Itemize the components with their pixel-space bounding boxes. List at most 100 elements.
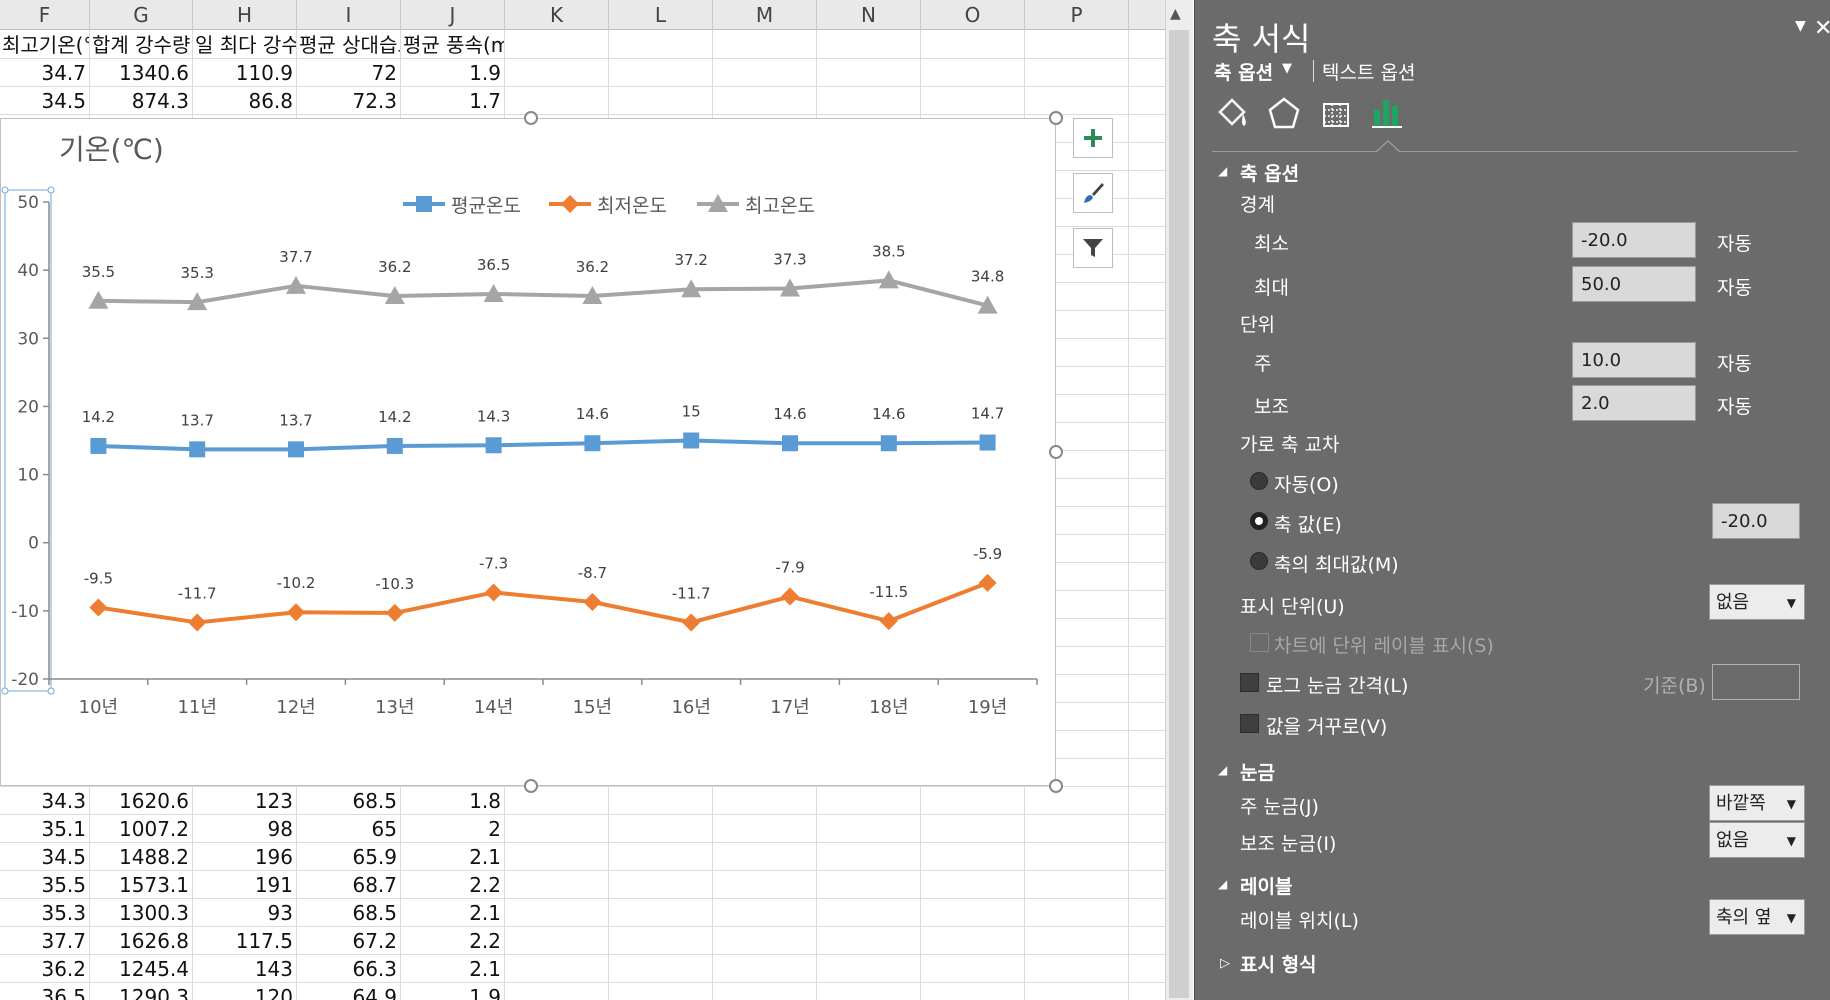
section-number[interactable]: 표시 형식 bbox=[1240, 954, 1317, 976]
crosses-auto-label[interactable]: 자동(O) bbox=[1274, 474, 1339, 496]
chart-resize-handle-top-right[interactable] bbox=[1049, 111, 1063, 125]
column-header-o[interactable]: O bbox=[921, 0, 1025, 30]
labels-collapse-icon[interactable]: ◢ bbox=[1218, 877, 1228, 891]
table-cell[interactable]: 2.1 bbox=[469, 845, 501, 869]
table-cell[interactable]: 1245.4 bbox=[119, 957, 189, 981]
tab-axis-options[interactable]: 축 옵션 bbox=[1214, 62, 1274, 84]
column-header-p[interactable]: P bbox=[1025, 0, 1129, 30]
table-cell[interactable]: 191 bbox=[254, 873, 293, 897]
minor-tick-select[interactable]: 없음 ▼ bbox=[1709, 822, 1805, 858]
table-cell[interactable]: 86.8 bbox=[248, 89, 293, 113]
reverse-order-label[interactable]: 값을 거꾸로(V) bbox=[1266, 716, 1388, 738]
table-cell[interactable]: 196 bbox=[254, 845, 293, 869]
table-cell[interactable]: 1573.1 bbox=[119, 873, 189, 897]
axis-options-icon[interactable] bbox=[1370, 94, 1406, 130]
table-cell[interactable]: 2.2 bbox=[469, 929, 501, 953]
section-labels[interactable]: 레이블 bbox=[1240, 876, 1293, 898]
display-units-select[interactable]: 없음 ▼ bbox=[1709, 584, 1805, 620]
table-cell[interactable]: 68.5 bbox=[352, 901, 397, 925]
crosses-max-radio[interactable] bbox=[1250, 552, 1268, 570]
maximum-input[interactable]: 50.0 bbox=[1572, 266, 1696, 302]
table-cell[interactable]: 36.2 bbox=[41, 957, 86, 981]
effects-icon[interactable] bbox=[1266, 96, 1302, 132]
cell-header-wind[interactable]: 평균 풍속(m/s) bbox=[403, 33, 505, 57]
major-unit-auto-button[interactable]: 자동 bbox=[1717, 353, 1752, 375]
table-cell[interactable]: 35.3 bbox=[41, 901, 86, 925]
column-header-g[interactable]: G bbox=[90, 0, 193, 30]
column-header-h[interactable]: H bbox=[193, 0, 297, 30]
reverse-order-checkbox[interactable] bbox=[1240, 714, 1259, 733]
table-cell[interactable]: 1290.3 bbox=[119, 985, 189, 1000]
table-cell[interactable]: 65 bbox=[371, 817, 397, 841]
cell-header-precip[interactable]: 합계 강수량 bbox=[92, 33, 191, 57]
maximum-auto-button[interactable]: 자동 bbox=[1717, 277, 1752, 299]
table-cell[interactable]: 1620.6 bbox=[119, 789, 189, 813]
chart-elements-button[interactable] bbox=[1073, 118, 1113, 158]
column-header-n[interactable]: N bbox=[817, 0, 921, 30]
axis-options-collapse-icon[interactable]: ◢ bbox=[1218, 164, 1228, 178]
table-cell[interactable]: 37.7 bbox=[41, 929, 86, 953]
table-cell[interactable]: 66.3 bbox=[352, 957, 397, 981]
table-cell[interactable]: 35.1 bbox=[41, 817, 86, 841]
minimum-auto-button[interactable]: 자동 bbox=[1717, 233, 1752, 255]
table-cell[interactable]: 34.5 bbox=[41, 845, 86, 869]
chart-filters-button[interactable] bbox=[1073, 228, 1113, 268]
table-cell[interactable]: 1.9 bbox=[469, 985, 501, 1000]
scrollbar-thumb[interactable] bbox=[1169, 30, 1189, 998]
line-chart[interactable]: 기온(℃) 50 40 30 20 10 0 -10 -20 10년 11년 12년 13년 14년 15년… bbox=[0, 118, 1056, 786]
minor-unit-auto-button[interactable]: 자동 bbox=[1717, 396, 1752, 418]
show-units-label-checkbox[interactable] bbox=[1250, 633, 1269, 652]
table-cell[interactable]: 143 bbox=[254, 957, 293, 981]
column-header-i[interactable]: I bbox=[297, 0, 401, 30]
tick-marks-collapse-icon[interactable]: ◢ bbox=[1218, 763, 1228, 777]
table-cell[interactable]: 1300.3 bbox=[119, 901, 189, 925]
column-header-j[interactable]: J bbox=[401, 0, 505, 30]
table-cell[interactable]: 874.3 bbox=[131, 89, 189, 113]
table-cell[interactable]: 64.9 bbox=[352, 985, 397, 1000]
table-cell[interactable]: 72.3 bbox=[352, 89, 397, 113]
fill-line-icon[interactable] bbox=[1214, 96, 1250, 132]
pane-options-chevron-icon[interactable]: ▼ bbox=[1795, 18, 1806, 34]
chart-resize-handle-top[interactable] bbox=[524, 111, 538, 125]
table-cell[interactable]: 2.2 bbox=[469, 873, 501, 897]
major-tick-select[interactable]: 바깥쪽 ▼ bbox=[1709, 785, 1805, 821]
chart-resize-handle-right[interactable] bbox=[1049, 445, 1063, 459]
crosses-auto-radio[interactable] bbox=[1250, 472, 1268, 490]
cell-header-humidity[interactable]: 평균 상대습도 bbox=[299, 33, 401, 57]
minimum-input[interactable]: -20.0 bbox=[1572, 222, 1696, 258]
chart-styles-button[interactable] bbox=[1073, 173, 1113, 213]
table-cell[interactable]: 1.7 bbox=[469, 89, 501, 113]
crosses-max-label[interactable]: 축의 최대값(M) bbox=[1274, 554, 1399, 576]
crosses-axis-value-label[interactable]: 축 값(E) bbox=[1274, 514, 1342, 536]
close-icon[interactable]: ✕ bbox=[1814, 16, 1830, 41]
table-cell[interactable]: 120 bbox=[254, 985, 293, 1000]
column-header-f[interactable]: F bbox=[0, 0, 90, 30]
label-position-select[interactable]: 축의 옆 ▼ bbox=[1709, 899, 1805, 935]
crosses-axis-value-input[interactable]: -20.0 bbox=[1712, 503, 1800, 539]
minor-unit-input[interactable]: 2.0 bbox=[1572, 385, 1696, 421]
size-properties-icon[interactable] bbox=[1318, 96, 1354, 132]
table-cell[interactable]: 72 bbox=[371, 61, 397, 85]
table-cell[interactable]: 123 bbox=[254, 789, 293, 813]
section-tick-marks[interactable]: 눈금 bbox=[1240, 762, 1275, 784]
table-cell[interactable]: 93 bbox=[267, 901, 293, 925]
tab-axis-options-dropdown-icon[interactable]: ▼ bbox=[1282, 61, 1292, 76]
chart-resize-handle-bottom-right[interactable] bbox=[1049, 779, 1063, 793]
table-cell[interactable]: 117.5 bbox=[235, 929, 293, 953]
table-cell[interactable]: 1488.2 bbox=[119, 845, 189, 869]
table-cell[interactable]: 110.9 bbox=[235, 61, 293, 85]
table-cell[interactable]: 1626.8 bbox=[119, 929, 189, 953]
log-base-input[interactable] bbox=[1712, 664, 1800, 700]
table-cell[interactable]: 34.3 bbox=[41, 789, 86, 813]
table-cell[interactable]: 36.5 bbox=[41, 985, 86, 1000]
table-cell[interactable]: 2.1 bbox=[469, 957, 501, 981]
section-axis-options[interactable]: 축 옵션 bbox=[1240, 163, 1300, 185]
column-header-k[interactable]: K bbox=[505, 0, 609, 30]
major-unit-input[interactable]: 10.0 bbox=[1572, 342, 1696, 378]
crosses-axis-value-radio[interactable] bbox=[1250, 512, 1268, 530]
cell-header-max-temp[interactable]: 최고기온(°C) bbox=[2, 33, 90, 57]
log-scale-checkbox[interactable] bbox=[1240, 673, 1259, 692]
table-cell[interactable]: 35.5 bbox=[41, 873, 86, 897]
table-cell[interactable]: 1.9 bbox=[469, 61, 501, 85]
log-scale-label[interactable]: 로그 눈금 간격(L) bbox=[1266, 675, 1409, 697]
